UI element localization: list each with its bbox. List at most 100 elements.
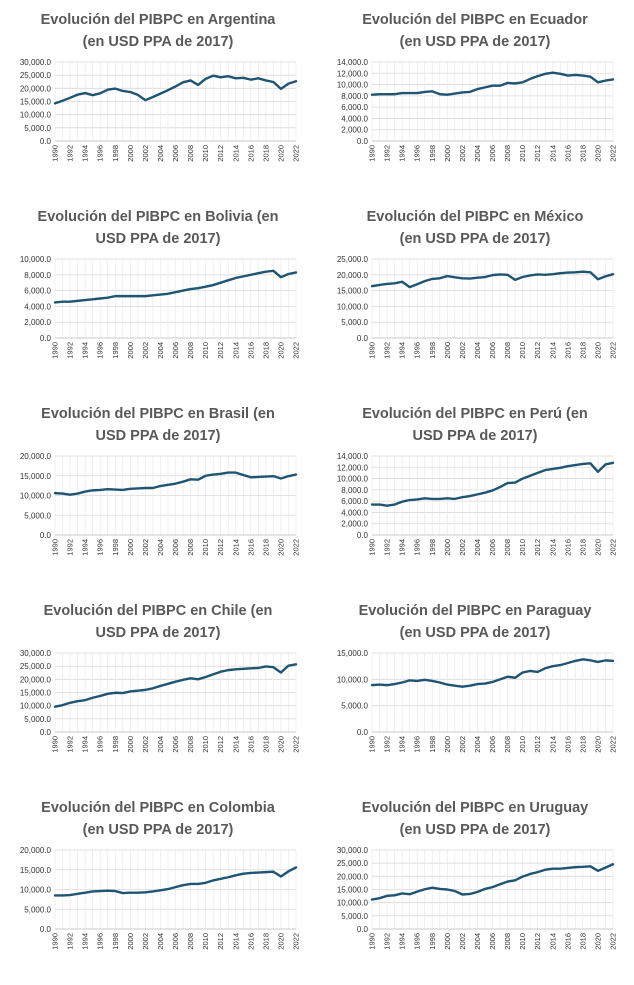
data-point bbox=[160, 685, 162, 687]
chart-title-line: Evolución del PIBPC en Bolivia (en bbox=[38, 209, 279, 225]
x-tick-label: 2010 bbox=[201, 933, 210, 950]
data-point bbox=[273, 81, 275, 83]
x-tick-label: 2006 bbox=[488, 736, 497, 753]
x-tick-label: 1992 bbox=[383, 736, 392, 753]
data-point bbox=[552, 72, 554, 74]
data-point bbox=[371, 94, 373, 96]
data-point bbox=[99, 92, 101, 94]
data-point bbox=[537, 472, 539, 474]
data-point bbox=[235, 77, 237, 79]
data-point bbox=[167, 89, 169, 91]
x-tick-label: 1998 bbox=[111, 145, 120, 162]
data-point bbox=[431, 887, 433, 889]
y-tick-label: 5,000.0 bbox=[341, 318, 368, 327]
y-tick-label: 25,000.0 bbox=[20, 662, 52, 671]
chart-title-line: (en USD PPA de 2017) bbox=[400, 625, 551, 641]
data-point bbox=[499, 85, 501, 87]
data-point bbox=[62, 100, 64, 102]
y-tick-label: 15,000.0 bbox=[337, 649, 369, 658]
chart-panel-ecuador: Evolución del PIBPC en Ecuador (en USD PP… bbox=[317, 0, 634, 197]
series-line-peru bbox=[370, 461, 615, 507]
data-point bbox=[484, 86, 486, 88]
series-line-ecuador bbox=[370, 71, 615, 96]
x-tick-label: 2018 bbox=[578, 933, 587, 950]
data-point bbox=[175, 86, 177, 88]
x-tick-label: 2018 bbox=[578, 342, 587, 359]
x-tick-label: 2008 bbox=[186, 539, 195, 556]
x-tick-label: 1998 bbox=[428, 145, 437, 162]
y-tick-label: 0.0 bbox=[357, 728, 369, 737]
data-point bbox=[167, 888, 169, 890]
data-point bbox=[197, 883, 199, 885]
data-point bbox=[454, 276, 456, 278]
data-point bbox=[69, 494, 71, 496]
x-tick-label: 1996 bbox=[413, 145, 422, 162]
data-point bbox=[567, 465, 569, 467]
x-tick-label: 2010 bbox=[201, 539, 210, 556]
data-point bbox=[92, 489, 94, 491]
x-tick-label: 2004 bbox=[156, 539, 165, 556]
chart-uruguay: Evolución del PIBPC en Uruguay (en USD PP… bbox=[337, 800, 618, 950]
x-tick-label: 2022 bbox=[609, 145, 618, 162]
data-point bbox=[582, 658, 584, 660]
data-point bbox=[250, 872, 252, 874]
data-point bbox=[371, 684, 373, 686]
x-tick-label: 2012 bbox=[216, 342, 225, 359]
x-tick-label: 2010 bbox=[518, 933, 527, 950]
data-point bbox=[242, 474, 244, 476]
x-tick-label: 2018 bbox=[261, 736, 270, 753]
x-tick-label: 2018 bbox=[261, 933, 270, 950]
chart-title-line: (en USD PPA de 2017) bbox=[83, 34, 234, 50]
data-point bbox=[182, 679, 184, 681]
x-tick-label: 2000 bbox=[443, 145, 452, 162]
data-point bbox=[431, 278, 433, 280]
x-tick-label: 2002 bbox=[141, 933, 150, 950]
y-tick-label: 0.0 bbox=[357, 334, 369, 343]
data-point bbox=[537, 274, 539, 276]
y-tick-label: 12,000.0 bbox=[337, 69, 369, 78]
x-tick-label: 2020 bbox=[276, 933, 285, 950]
data-point bbox=[288, 475, 290, 477]
chart-title-line: (en USD PPA de 2017) bbox=[400, 34, 551, 50]
data-point bbox=[250, 274, 252, 276]
x-tick-label: 2020 bbox=[593, 933, 602, 950]
x-tick-label: 2000 bbox=[126, 736, 135, 753]
data-point bbox=[197, 479, 199, 481]
data-point bbox=[129, 691, 131, 693]
data-point bbox=[167, 484, 169, 486]
data-point bbox=[84, 92, 86, 94]
data-point bbox=[507, 482, 509, 484]
data-point bbox=[477, 277, 479, 279]
data-point bbox=[227, 279, 229, 281]
data-point bbox=[567, 75, 569, 77]
y-tick-label: 5,000.0 bbox=[24, 715, 51, 724]
data-point bbox=[122, 892, 124, 894]
y-tick-label: 10,000.0 bbox=[337, 899, 369, 908]
data-point bbox=[114, 489, 116, 491]
data-point bbox=[220, 282, 222, 284]
x-tick-label: 1990 bbox=[368, 933, 377, 950]
chart-panel-chile: Evolución del PIBPC en Chile (en USD PPA … bbox=[0, 591, 317, 788]
data-point bbox=[492, 490, 494, 492]
x-tick-label: 2000 bbox=[126, 933, 135, 950]
data-point bbox=[137, 892, 139, 894]
x-tick-label: 2004 bbox=[156, 145, 165, 162]
data-point bbox=[454, 93, 456, 95]
data-point bbox=[612, 863, 614, 865]
data-point bbox=[77, 94, 79, 96]
data-point bbox=[514, 83, 516, 85]
data-point bbox=[484, 276, 486, 278]
y-tick-label: 0.0 bbox=[357, 137, 369, 146]
x-tick-label: 2020 bbox=[276, 539, 285, 556]
x-tick-label: 2000 bbox=[126, 539, 135, 556]
y-tick-label: 20,000.0 bbox=[20, 452, 52, 461]
data-point bbox=[605, 659, 607, 661]
data-point bbox=[597, 471, 599, 473]
y-tick-label: 6,000.0 bbox=[341, 103, 368, 112]
data-point bbox=[552, 868, 554, 870]
x-tick-label: 1994 bbox=[398, 736, 407, 753]
data-point bbox=[386, 684, 388, 686]
x-tick-label: 2018 bbox=[261, 539, 270, 556]
data-point bbox=[416, 92, 418, 94]
x-tick-label: 1990 bbox=[51, 342, 60, 359]
